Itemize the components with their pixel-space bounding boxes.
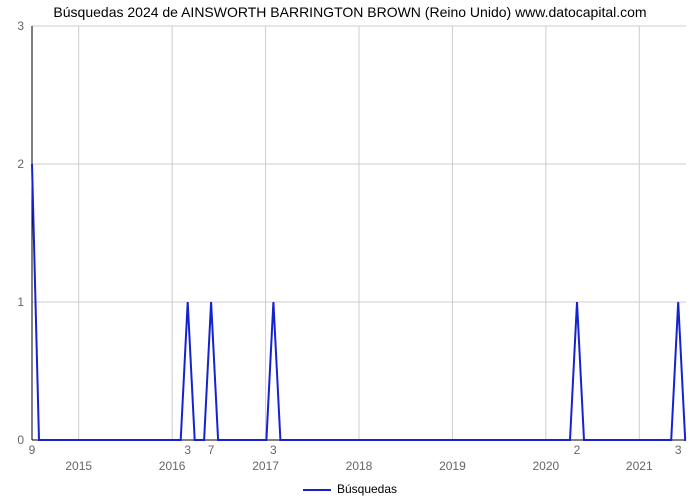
svg-text:2: 2 [574, 443, 581, 457]
svg-text:3: 3 [270, 443, 277, 457]
svg-text:3: 3 [675, 443, 682, 457]
svg-text:3: 3 [17, 19, 24, 33]
line-chart: 0 1 2 3 2015 2016 2017 2018 2019 2020 2021 9 3 7 3 2 3 [0, 0, 700, 500]
svg-text:2020: 2020 [533, 459, 560, 473]
svg-text:2: 2 [17, 157, 24, 171]
svg-text:9: 9 [29, 443, 36, 457]
svg-text:2016: 2016 [159, 459, 186, 473]
svg-text:2015: 2015 [65, 459, 92, 473]
svg-text:7: 7 [208, 443, 215, 457]
svg-text:3: 3 [184, 443, 191, 457]
svg-text:2017: 2017 [252, 459, 279, 473]
svg-text:2021: 2021 [626, 459, 653, 473]
svg-text:2018: 2018 [346, 459, 373, 473]
svg-text:1: 1 [17, 295, 24, 309]
legend: Búsquedas [0, 482, 700, 496]
legend-swatch [303, 489, 331, 491]
svg-text:0: 0 [17, 433, 24, 447]
legend-label: Búsquedas [337, 482, 397, 496]
svg-text:2019: 2019 [439, 459, 466, 473]
